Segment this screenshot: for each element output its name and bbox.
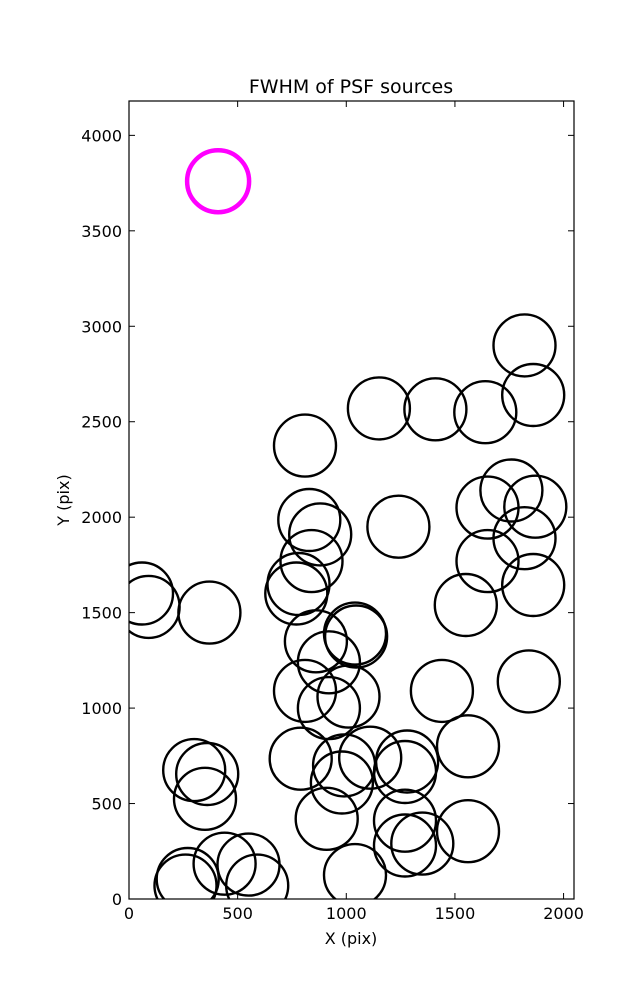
source-circle-30 — [409, 658, 475, 724]
plot-frame — [128, 100, 575, 900]
source-circle-21 — [501, 552, 566, 618]
x-tick-label: 2000 — [543, 904, 584, 923]
source-circle-18 — [129, 561, 175, 626]
x-axis: 0 500 1000 1500 2000 — [124, 101, 584, 923]
data-markers — [129, 147, 568, 899]
x-tick-label: 0 — [124, 904, 134, 923]
y-tick-label: 3000 — [81, 317, 122, 336]
source-circle-41 — [172, 766, 238, 831]
y-axis: 0 500 1000 1500 2000 2500 3000 3500 4000 — [81, 126, 574, 909]
source-circle-36 — [374, 729, 440, 794]
y-tick-label: 1000 — [81, 699, 122, 718]
y-tick-label: 1500 — [81, 604, 122, 623]
source-circle-11 — [288, 502, 353, 567]
source-circle-22 — [433, 572, 498, 638]
y-tick-label: 2000 — [81, 508, 122, 527]
source-circle-26 — [296, 630, 362, 695]
x-axis-label: X (pix) — [325, 929, 378, 948]
source-circle-29 — [296, 675, 362, 741]
source-circle-10 — [503, 474, 568, 539]
source-circle-42 — [372, 788, 438, 853]
source-circle-40 — [174, 741, 240, 807]
x-tick-label: 1500 — [435, 904, 476, 923]
source-circle-7 — [479, 458, 544, 523]
source-circle-31 — [496, 649, 561, 714]
source-circle-4 — [403, 377, 468, 442]
source-circle-17 — [264, 561, 329, 626]
source-circle-50 — [225, 853, 290, 899]
source-circle-15 — [455, 528, 520, 594]
source-circle-12 — [366, 494, 431, 559]
source-circle-28 — [316, 664, 381, 729]
source-circle-32 — [435, 714, 501, 779]
y-tick-label: 0 — [112, 890, 122, 909]
source-circle-25 — [323, 604, 389, 669]
source-circle-14 — [279, 528, 344, 594]
source-circle-37 — [372, 739, 438, 805]
source-circle-13 — [492, 506, 557, 571]
source-circle-20 — [177, 580, 242, 645]
chart-title: FWHM of PSF sources — [249, 76, 453, 98]
source-circle-1 — [492, 313, 557, 378]
source-circle-44 — [435, 799, 501, 864]
source-circle-3 — [346, 376, 412, 441]
y-tick-label: 4000 — [81, 126, 122, 145]
source-circle-27 — [272, 658, 338, 724]
x-tick-label: 500 — [222, 904, 253, 923]
source-circle-38 — [309, 750, 375, 815]
source-circle-2 — [501, 362, 566, 428]
y-tick-label: 2500 — [81, 413, 122, 432]
y-axis-label: Y (pix) — [54, 474, 73, 526]
source-circle-33 — [268, 726, 333, 791]
source-circle-45 — [372, 813, 438, 878]
source-circle-46 — [390, 811, 455, 876]
reference-circle — [184, 147, 252, 215]
source-circle-51 — [153, 853, 218, 899]
source-circle-52 — [322, 842, 388, 899]
source-circle-5 — [453, 380, 518, 445]
source-circle-8 — [277, 487, 342, 553]
source-circle-6 — [272, 413, 338, 478]
source-circle-43 — [294, 786, 359, 851]
x-tick-label: 1000 — [326, 904, 367, 923]
source-circle-23 — [283, 609, 349, 674]
source-circle-48 — [192, 831, 257, 896]
source-circle-35 — [338, 725, 403, 790]
source-circle-47 — [155, 846, 220, 899]
y-tick-label: 3500 — [81, 222, 122, 241]
y-tick-label: 500 — [91, 795, 122, 814]
